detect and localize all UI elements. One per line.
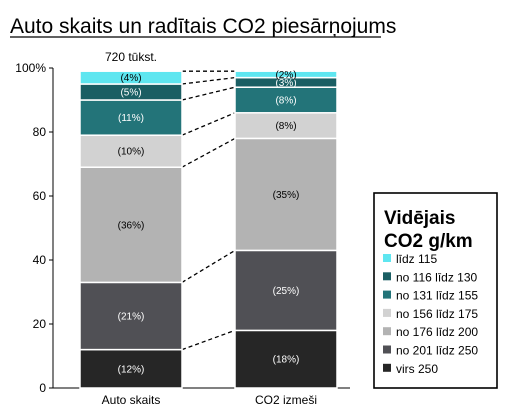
legend-title-line2: CO2 g/km bbox=[384, 231, 473, 252]
y-tick-label: 20 bbox=[33, 317, 47, 331]
bar-segment bbox=[234, 86, 338, 114]
segment-value-label: (18%) bbox=[273, 355, 300, 366]
legend-swatch bbox=[383, 272, 391, 281]
bar-segment bbox=[234, 249, 338, 332]
segment-value-label: (3%) bbox=[275, 78, 296, 89]
segment-value-label: (11%) bbox=[118, 113, 144, 124]
segment-value-label: (21%) bbox=[118, 312, 145, 323]
y-tick-label: 0 bbox=[39, 381, 46, 395]
connector-line bbox=[181, 76, 236, 85]
segment-value-label: (10%) bbox=[118, 147, 145, 158]
legend-item-label: no 201 līdz 250 bbox=[396, 344, 478, 358]
legend-item-label: no 116 līdz 130 bbox=[396, 270, 478, 284]
legend-item-label: līdz 115 bbox=[396, 252, 437, 266]
legend-box bbox=[373, 192, 498, 389]
bar-segment bbox=[79, 99, 183, 136]
legend-title-line1: Vidējais bbox=[384, 208, 455, 229]
connector-line bbox=[181, 112, 236, 136]
bar-segment bbox=[234, 70, 338, 79]
bar-segment bbox=[234, 137, 338, 252]
segment-value-label: (36%) bbox=[118, 220, 145, 231]
legend-swatch bbox=[383, 327, 391, 336]
legend-swatch bbox=[383, 345, 391, 354]
bar-segments bbox=[79, 70, 338, 389]
chart-title: Auto skaits un radītais CO2 piesārņojums bbox=[10, 15, 396, 38]
segment-value-label: (35%) bbox=[273, 190, 300, 201]
legend-swatch bbox=[383, 254, 391, 262]
bar-segment bbox=[79, 70, 183, 85]
legend-swatch bbox=[383, 363, 391, 372]
legend-item-label: no 176 līdz 200 bbox=[396, 325, 478, 339]
y-tick-label: 60 bbox=[33, 189, 47, 203]
segment-value-label: (5%) bbox=[120, 88, 141, 99]
legend-item-label: no 156 līdz 175 bbox=[396, 307, 478, 321]
segment-value-label: (4%) bbox=[120, 73, 141, 84]
connector-line bbox=[181, 249, 236, 283]
category-label: Auto skaits bbox=[102, 393, 161, 407]
bar-total-annotation: 720 tūkst. bbox=[105, 50, 157, 64]
segment-value-label: (2%) bbox=[275, 70, 296, 81]
bar-segment bbox=[79, 166, 183, 284]
bar-segment bbox=[79, 281, 183, 351]
connector-line bbox=[181, 329, 236, 351]
y-tick-label: 80 bbox=[33, 125, 47, 139]
connector-lines bbox=[181, 70, 236, 351]
legend-item-label: no 131 līdz 155 bbox=[396, 289, 478, 303]
segment-value-label: (8%) bbox=[275, 96, 296, 107]
legend: Vidējais CO2 g/km līdz 115 no 116 līdz 13… bbox=[373, 192, 498, 389]
legend-items: līdz 115 no 116 līdz 130 no 131 līdz 155 no… bbox=[383, 252, 478, 376]
category-labels: Auto skaits CO2 izmeši bbox=[102, 393, 317, 407]
category-label: CO2 izmeši bbox=[255, 393, 317, 407]
connector-line bbox=[181, 137, 236, 168]
y-tick-label: 100% bbox=[15, 61, 46, 75]
bar-segment bbox=[234, 112, 338, 140]
segment-labels: (12%) (21%) (36%) (10%) (11%) (5%) (4%) (18%) (2… bbox=[118, 70, 300, 375]
bar-segment bbox=[79, 348, 183, 389]
legend-swatch bbox=[383, 308, 391, 317]
legend-item-label: virs 250 bbox=[396, 362, 438, 376]
connector-line bbox=[181, 86, 236, 101]
legend-swatch bbox=[383, 290, 391, 299]
segment-value-label: (25%) bbox=[273, 286, 300, 297]
bar-segment bbox=[79, 134, 183, 168]
y-tick-label: 40 bbox=[33, 253, 47, 267]
bar-segment bbox=[234, 329, 338, 389]
segment-value-label: (8%) bbox=[275, 121, 296, 132]
segment-value-label: (12%) bbox=[118, 364, 145, 375]
